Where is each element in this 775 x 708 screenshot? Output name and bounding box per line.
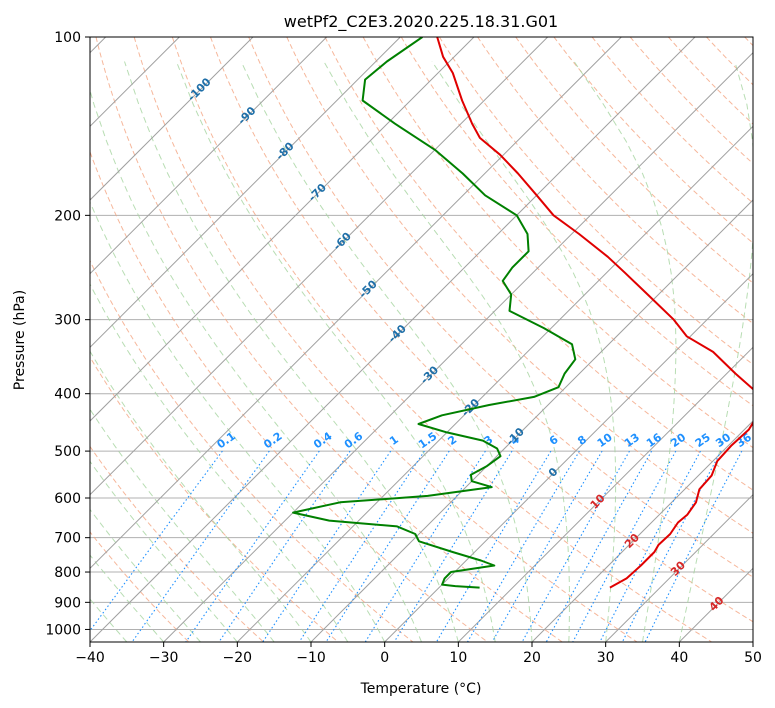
dry-adiabat-line bbox=[629, 37, 753, 165]
dry-adiabat-line bbox=[133, 37, 638, 642]
y-tick-label: 600 bbox=[54, 491, 81, 507]
isotherm-line bbox=[163, 51, 753, 642]
temperature-profile-line bbox=[436, 37, 753, 589]
mixing-ratio-line bbox=[185, 450, 320, 642]
dry-adiabat-line bbox=[95, 37, 563, 642]
plot-area: 0.1 0.2 0.4 0.6 1 1.5 2 3 4 6 8 10 13 16 20 25 30 36-100-… bbox=[90, 37, 754, 642]
isotherm-line bbox=[310, 199, 753, 642]
dry-adiabat-line bbox=[90, 356, 339, 642]
moist-adiabat-line bbox=[431, 61, 617, 642]
dry-adiabat-line bbox=[248, 37, 753, 578]
y-tick-label: 300 bbox=[54, 313, 81, 329]
y-tick-label: 500 bbox=[54, 444, 81, 460]
isotherm-line bbox=[90, 37, 475, 422]
y-tick-label: 1000 bbox=[45, 622, 81, 638]
moist-adiabat-line bbox=[678, 61, 753, 642]
dry-adiabat-line bbox=[515, 37, 753, 284]
isotherm-line bbox=[605, 493, 753, 642]
moist-adiabat-line bbox=[90, 554, 165, 642]
mixing-ratio-line bbox=[393, 450, 513, 642]
mixing-ratio-label: 36 bbox=[734, 430, 754, 450]
moist-adiabat-line bbox=[175, 61, 496, 642]
plot-frame bbox=[89, 36, 754, 643]
x-tick-label: −20 bbox=[223, 650, 253, 666]
x-tick-label: −30 bbox=[149, 650, 179, 666]
isotherm-line bbox=[457, 346, 753, 642]
dry-adiabat-line bbox=[171, 37, 712, 642]
mixing-ratio-line bbox=[90, 450, 223, 632]
moist-adiabat-line bbox=[573, 61, 677, 642]
y-axis-title: Pressure (hPa) bbox=[12, 290, 28, 390]
x-tick-label: −10 bbox=[296, 650, 326, 666]
x-tick-label: 20 bbox=[523, 650, 541, 666]
isotherm-line bbox=[236, 125, 753, 642]
moist-adiabat-line bbox=[90, 598, 128, 642]
y-tick-label: 200 bbox=[54, 208, 81, 224]
x-tick-label: 40 bbox=[670, 650, 688, 666]
mixing-ratio-line bbox=[298, 450, 425, 642]
x-tick-label: −40 bbox=[75, 650, 105, 666]
dry-adiabat-line bbox=[553, 37, 753, 244]
dry-adiabat-line bbox=[400, 37, 753, 407]
isotherm-line bbox=[90, 37, 549, 496]
dry-adiabat-line bbox=[438, 37, 753, 366]
mixing-ratio-line bbox=[218, 450, 351, 642]
y-tick-label: 400 bbox=[54, 387, 81, 403]
y-tick-label: 900 bbox=[54, 595, 81, 611]
x-tick-label: 50 bbox=[744, 650, 762, 666]
moist-adiabat-line bbox=[323, 61, 570, 642]
x-tick-label: 0 bbox=[380, 650, 389, 666]
mixing-ratio-line bbox=[262, 450, 392, 642]
moist-adiabat-line bbox=[124, 61, 459, 642]
mixing-ratio-line bbox=[599, 450, 701, 642]
moist-adiabat-line bbox=[90, 283, 349, 642]
y-tick-label: 100 bbox=[54, 30, 81, 46]
dry-adiabat-line bbox=[324, 37, 753, 491]
chart-title: wetPf2_C2E3.2020.225.18.31.G01 bbox=[284, 12, 558, 32]
isotherm-line bbox=[90, 37, 254, 201]
isotherm-line bbox=[90, 37, 622, 570]
mixing-ratio-line bbox=[644, 450, 743, 642]
x-tick-label: 30 bbox=[597, 650, 615, 666]
moist-adiabat-line bbox=[90, 88, 422, 642]
mixing-ratio-line bbox=[491, 450, 603, 642]
dewpoint-profile-line bbox=[292, 37, 577, 589]
x-axis-title: Temperature (°C) bbox=[360, 681, 482, 697]
y-tick-label: 800 bbox=[54, 565, 81, 581]
moist-adiabat-line bbox=[90, 408, 275, 642]
isotherm-line bbox=[90, 37, 401, 349]
y-tick-label: 700 bbox=[54, 531, 81, 547]
moist-adiabat-line bbox=[90, 508, 201, 642]
dry-adiabat-line bbox=[90, 445, 264, 642]
dry-adiabat-line bbox=[210, 37, 753, 623]
mixing-ratio-line bbox=[572, 450, 677, 642]
dry-adiabat-line bbox=[286, 37, 753, 534]
mixing-ratio-line bbox=[521, 450, 630, 642]
x-tick-label: 10 bbox=[449, 650, 467, 666]
mixing-ratio-line bbox=[545, 450, 653, 642]
axis-ticks: −40 −30 −20 −10 0 10 20 30 40 50 100 200 300 400 500 60… bbox=[45, 30, 762, 666]
moist-adiabat-line bbox=[90, 460, 238, 642]
moist-adiabat-line bbox=[240, 61, 533, 642]
isotherm-line bbox=[384, 272, 753, 642]
isotherm-line bbox=[90, 37, 328, 275]
isotherm-line bbox=[531, 420, 753, 642]
dry-adiabat-line bbox=[90, 259, 414, 642]
moist-adiabat-line bbox=[90, 200, 386, 642]
isotherm-line bbox=[90, 37, 696, 642]
